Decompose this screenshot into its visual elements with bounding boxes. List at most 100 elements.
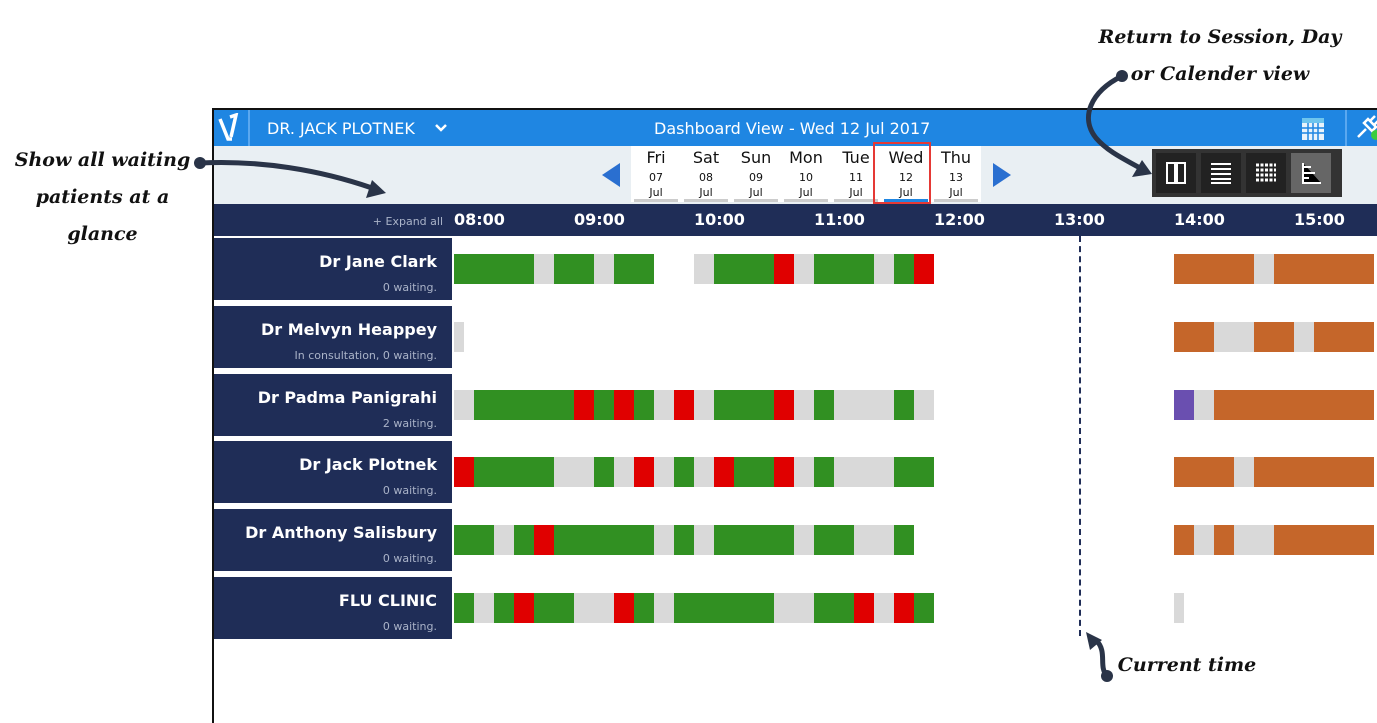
appointment-block[interactable] bbox=[454, 457, 474, 488]
appointment-block[interactable] bbox=[594, 254, 614, 284]
appointment-block[interactable] bbox=[1214, 254, 1234, 284]
appointment-block[interactable] bbox=[1234, 321, 1254, 352]
appointment-block[interactable] bbox=[594, 525, 614, 556]
appointment-block[interactable] bbox=[774, 593, 794, 623]
appointment-block[interactable] bbox=[574, 457, 594, 488]
appointment-block[interactable] bbox=[794, 525, 814, 556]
appointment-block[interactable] bbox=[654, 457, 674, 488]
appointment-block[interactable] bbox=[1254, 389, 1274, 420]
appointment-block[interactable] bbox=[1234, 525, 1254, 556]
appointment-block[interactable] bbox=[854, 457, 874, 488]
appointment-block[interactable] bbox=[1334, 389, 1354, 420]
appointment-block[interactable] bbox=[794, 457, 814, 488]
appointment-block[interactable] bbox=[494, 389, 514, 420]
appointment-block[interactable] bbox=[1274, 389, 1294, 420]
appointment-block[interactable] bbox=[1354, 321, 1374, 352]
appointment-block[interactable] bbox=[1354, 457, 1374, 488]
appointment-block[interactable] bbox=[474, 254, 494, 284]
appointment-block[interactable] bbox=[794, 389, 814, 420]
appointment-block[interactable] bbox=[774, 254, 794, 284]
appointment-block[interactable] bbox=[474, 457, 494, 488]
appointment-block[interactable] bbox=[534, 457, 554, 488]
appointment-block[interactable] bbox=[1354, 525, 1374, 556]
appointment-block[interactable] bbox=[714, 525, 734, 556]
appointment-block[interactable] bbox=[874, 389, 894, 420]
appointment-block[interactable] bbox=[594, 389, 614, 420]
appointment-block[interactable] bbox=[1214, 389, 1234, 420]
row-label[interactable]: Dr Jane Clark 0 waiting. bbox=[214, 238, 452, 300]
appointment-block[interactable] bbox=[474, 593, 494, 623]
appointment-block[interactable] bbox=[514, 389, 534, 420]
date-item[interactable]: Sat 08 Jul bbox=[681, 146, 731, 202]
appointment-block[interactable] bbox=[854, 525, 874, 556]
appointment-block[interactable] bbox=[894, 525, 914, 556]
appointment-block[interactable] bbox=[1314, 525, 1334, 556]
appointment-block[interactable] bbox=[494, 525, 514, 556]
appointment-block[interactable] bbox=[1294, 254, 1314, 284]
appointment-block[interactable] bbox=[1274, 525, 1294, 556]
appointment-block[interactable] bbox=[1214, 321, 1234, 352]
appointment-block[interactable] bbox=[1194, 457, 1214, 488]
appointment-block[interactable] bbox=[454, 254, 474, 284]
appointment-block[interactable] bbox=[714, 457, 734, 488]
appointment-block[interactable] bbox=[574, 254, 594, 284]
appointment-block[interactable] bbox=[874, 254, 894, 284]
appointment-block[interactable] bbox=[1274, 254, 1294, 284]
appointment-block[interactable] bbox=[814, 254, 834, 284]
appointment-block[interactable] bbox=[1174, 457, 1194, 488]
day-view-button[interactable] bbox=[1201, 153, 1241, 193]
appointment-block[interactable] bbox=[574, 593, 594, 623]
appointment-block[interactable] bbox=[614, 457, 634, 488]
appointment-block[interactable] bbox=[1254, 254, 1274, 284]
appointment-block[interactable] bbox=[814, 457, 834, 488]
appointment-block[interactable] bbox=[1294, 525, 1314, 556]
appointment-block[interactable] bbox=[1314, 321, 1334, 352]
appointment-block[interactable] bbox=[454, 321, 464, 352]
appointment-block[interactable] bbox=[894, 593, 914, 623]
appointment-block[interactable] bbox=[634, 525, 654, 556]
appointment-block[interactable] bbox=[714, 389, 734, 420]
dashboard-view-button[interactable] bbox=[1291, 153, 1331, 193]
appointment-block[interactable] bbox=[834, 254, 854, 284]
appointment-block[interactable] bbox=[514, 457, 534, 488]
appointment-block[interactable] bbox=[634, 593, 654, 623]
appointment-block[interactable] bbox=[1174, 525, 1194, 556]
appointment-block[interactable] bbox=[554, 593, 574, 623]
appointment-block[interactable] bbox=[634, 254, 654, 284]
appointment-block[interactable] bbox=[694, 593, 714, 623]
appointment-block[interactable] bbox=[694, 389, 714, 420]
row-label[interactable]: Dr Padma Panigrahi 2 waiting. bbox=[214, 373, 452, 436]
appointment-block[interactable] bbox=[534, 254, 554, 284]
appointment-block[interactable] bbox=[834, 389, 854, 420]
appointment-block[interactable] bbox=[914, 593, 934, 623]
appointment-block[interactable] bbox=[754, 525, 774, 556]
appointment-block[interactable] bbox=[734, 593, 754, 623]
appointment-block[interactable] bbox=[1294, 389, 1314, 420]
appointment-block[interactable] bbox=[1314, 389, 1334, 420]
appointment-block[interactable] bbox=[694, 525, 714, 556]
appointment-block[interactable] bbox=[1274, 321, 1294, 352]
appointment-block[interactable] bbox=[714, 254, 734, 284]
appointment-block[interactable] bbox=[614, 525, 634, 556]
appointment-block[interactable] bbox=[634, 457, 654, 488]
appointment-block[interactable] bbox=[634, 389, 654, 420]
date-item[interactable]: Mon 10 Jul bbox=[781, 146, 831, 202]
appointment-block[interactable] bbox=[794, 593, 814, 623]
appointment-block[interactable] bbox=[1174, 389, 1194, 420]
appointment-block[interactable] bbox=[1194, 525, 1214, 556]
appointment-block[interactable] bbox=[454, 389, 474, 420]
expand-all[interactable]: + Expand all bbox=[372, 215, 443, 228]
appointment-block[interactable] bbox=[814, 593, 834, 623]
appointment-block[interactable] bbox=[914, 457, 934, 488]
appointment-block[interactable] bbox=[454, 525, 474, 556]
appointment-block[interactable] bbox=[754, 389, 774, 420]
appointment-block[interactable] bbox=[494, 457, 514, 488]
appointment-block[interactable] bbox=[674, 457, 694, 488]
appointment-block[interactable] bbox=[1234, 457, 1254, 488]
appointment-block[interactable] bbox=[814, 525, 834, 556]
appointment-block[interactable] bbox=[1314, 457, 1334, 488]
appointment-block[interactable] bbox=[1234, 254, 1254, 284]
appointment-block[interactable] bbox=[1234, 389, 1254, 420]
appointment-block[interactable] bbox=[554, 389, 574, 420]
appointment-block[interactable] bbox=[874, 593, 894, 623]
